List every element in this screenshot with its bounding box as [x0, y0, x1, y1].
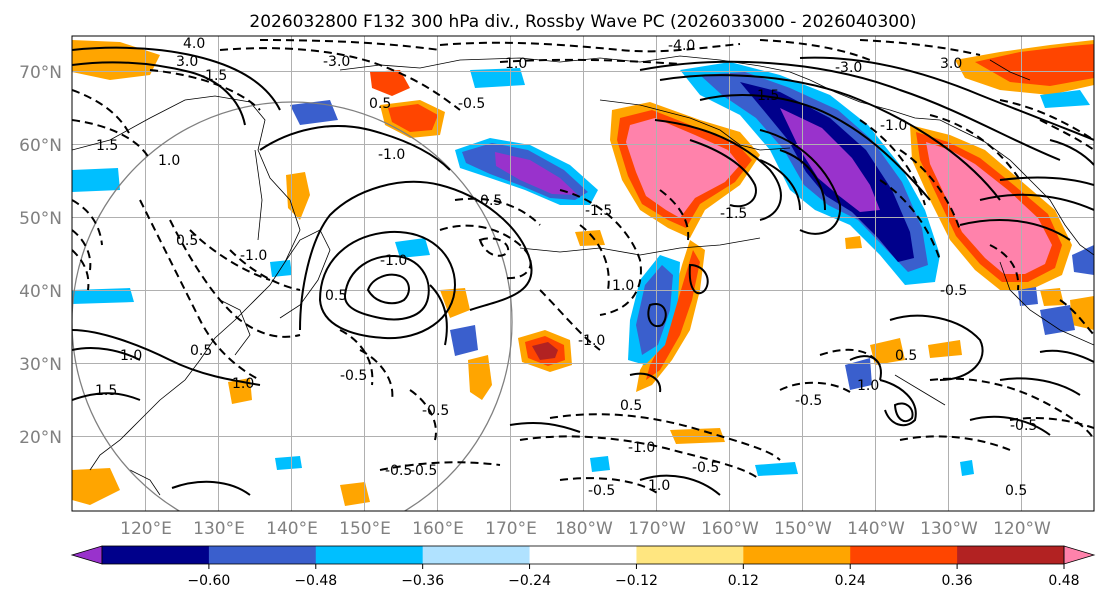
contour-label: 1.0 [612, 278, 634, 294]
longitude-labels: 120°E 130°E 140°E 150°E 160°E 170°E 180°… [120, 519, 1051, 539]
lat-label: 50°N [19, 209, 62, 229]
contour-label: -0.5 [692, 460, 719, 476]
colorbar-tick-label: −0.36 [401, 573, 444, 589]
contour-label: 1.5 [96, 138, 118, 154]
contour-label: -0.5 [1010, 418, 1037, 434]
graticule [72, 36, 1094, 511]
colorbar-segment [208, 546, 317, 564]
colorbar-tick-label: 0.24 [835, 573, 866, 589]
colorbar-segment [850, 546, 958, 564]
contour-label: 1.0 [648, 478, 670, 494]
lon-label: 150°E [339, 519, 391, 539]
contour-label: 3.0 [940, 56, 962, 72]
contour-label: -0.5 [795, 393, 822, 409]
latitude-labels: 70°N 60°N 50°N 40°N 30°N 20°N [19, 63, 62, 448]
contour-label: -0.5 [588, 483, 615, 499]
contour-label: 1.0 [120, 348, 142, 364]
colorbar-segment [529, 546, 637, 564]
contour-label: 1.0 [158, 153, 180, 169]
lon-label: 130°W [920, 519, 978, 539]
lon-label: 150°W [774, 519, 832, 539]
positive-shading [72, 40, 1094, 506]
contour-label: 0.5 [190, 343, 212, 359]
contour-label: -3.0 [835, 60, 862, 76]
lat-label: 40°N [19, 282, 62, 302]
lon-label: 170°E [485, 519, 537, 539]
contour-label: 1.0 [505, 56, 527, 72]
colorbar-extension-high [1063, 545, 1096, 565]
negative-contours [72, 39, 1094, 496]
colorbar: −0.60 −0.48 −0.36 −0.24 −0.12 0.12 0.24 0.36 0.4… [70, 545, 1096, 589]
contour-label: -0.5 [422, 403, 449, 419]
colorbar-segment [743, 546, 851, 564]
contour-label: -1.5 [720, 206, 747, 222]
lat-label: 20°N [19, 428, 62, 448]
colorbar-tick-label: −0.48 [294, 573, 337, 589]
lon-label: 160°W [701, 519, 759, 539]
lon-label: 140°E [266, 519, 318, 539]
lon-label: 170°W [628, 519, 686, 539]
contour-label: 1.5 [95, 383, 117, 399]
contour-label: -0.5 [458, 96, 485, 112]
map-panel: 4.0 3.0 1.0 1.5 0.5 -0.5 -1.0 -1.5 -3.0 … [71, 35, 1095, 512]
coastlines [72, 55, 1094, 496]
lon-label: 120°E [120, 519, 172, 539]
contour-label: -0.5 [340, 368, 367, 384]
lon-label: 180°W [555, 519, 613, 539]
contour-label: -1.0 [378, 147, 405, 163]
contour-label: -1.0 [628, 440, 655, 456]
contour-label: 0.5 [369, 96, 391, 112]
lon-label: 160°E [412, 519, 464, 539]
contour-label: -1.0 [880, 118, 907, 134]
contour-label: 0.5 [1005, 483, 1027, 499]
colorbar-tick-label: 0.12 [728, 573, 759, 589]
lat-label: 70°N [19, 63, 62, 83]
map-frame [71, 35, 1095, 512]
colorbar-segment [957, 546, 1065, 564]
colorbar-tick-label: 0.48 [1048, 573, 1079, 589]
contour-label: 1.5 [757, 88, 779, 104]
contour-label: -0.5 [940, 283, 967, 299]
contour-label: 3.0 [176, 54, 198, 70]
colorbar-segment [315, 546, 424, 564]
contour-label: 1.0 [857, 378, 879, 394]
contour-label: -1.5 [585, 203, 612, 219]
colorbar-frame [101, 545, 1065, 565]
contour-label: -3.0 [323, 54, 350, 70]
contour-label: -1.0 [578, 333, 605, 349]
colorbar-tick-label: −0.60 [187, 573, 230, 589]
contour-label: -0.5 [475, 193, 502, 209]
contour-label: -0.5 [385, 463, 412, 479]
contour-label: 0.5 [895, 348, 917, 364]
positive-contours [72, 46, 1094, 496]
contour-label: -1.0 [380, 253, 407, 269]
colorbar-segment [636, 546, 744, 564]
contour-label: 0.5 [176, 233, 198, 249]
reference-circle [72, 101, 513, 511]
colorbar-segment [102, 546, 210, 564]
colorbar-tick-label: 0.36 [942, 573, 973, 589]
colorbar-tick-label: −0.12 [615, 573, 658, 589]
colorbar-extension-low [70, 545, 103, 565]
contour-label: 4.0 [183, 36, 205, 52]
lat-label: 60°N [19, 136, 62, 156]
contour-labels: 4.0 3.0 1.0 1.5 0.5 -0.5 -1.0 -1.5 -3.0 … [95, 36, 1037, 499]
contour-label: -4.0 [668, 38, 695, 54]
colorbar-segment [422, 546, 531, 564]
lon-label: 130°E [193, 519, 245, 539]
contour-label: -1.5 [200, 68, 227, 84]
contour-label: -0.5 [410, 463, 437, 479]
lat-label: 30°N [19, 355, 62, 375]
contour-label: -1.0 [240, 248, 267, 264]
colorbar-tick-label: −0.24 [508, 573, 551, 589]
figure-title: 2026032800 F132 300 hPa div., Rossby Wav… [249, 12, 916, 32]
contour-label: 0.5 [325, 288, 347, 304]
contour-label: 0.5 [620, 398, 642, 414]
lon-label: 120°W [993, 519, 1051, 539]
contour-label: 1.0 [232, 376, 254, 392]
lon-label: 140°W [847, 519, 905, 539]
